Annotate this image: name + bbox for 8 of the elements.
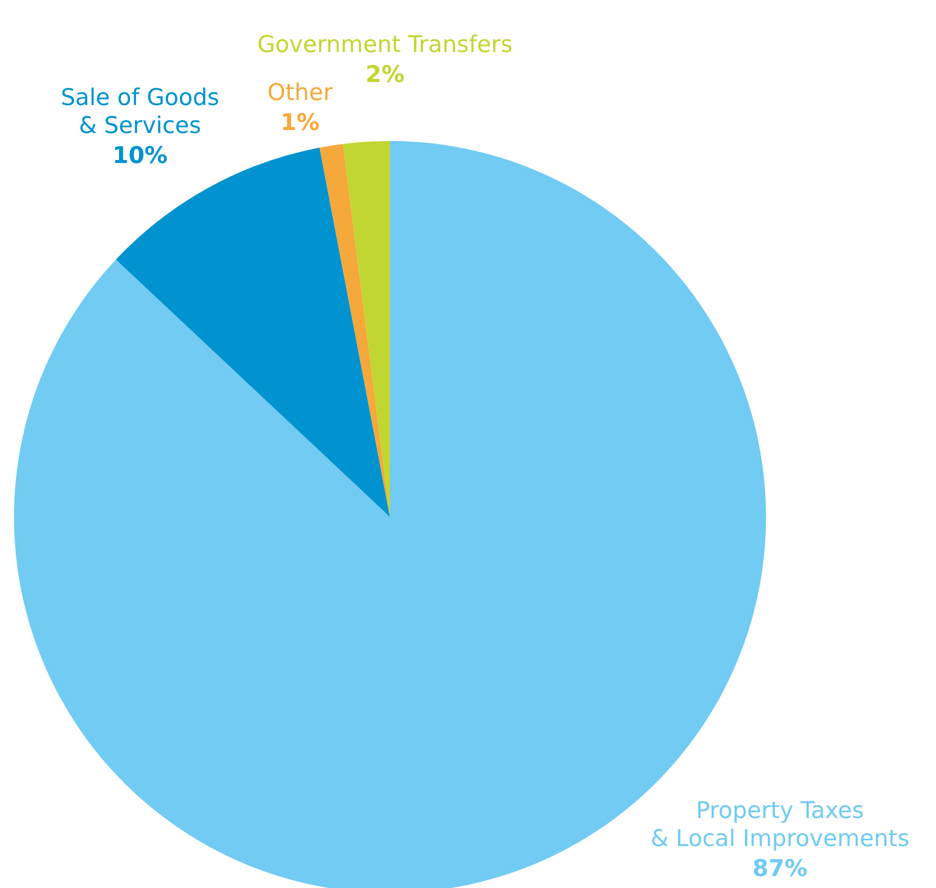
slice-label: Property Taxes & Local Improvements	[650, 798, 910, 852]
data-label: 10%	[112, 143, 168, 169]
data-label: 87%	[752, 856, 808, 882]
slice-label: Other	[267, 80, 334, 106]
slice-label: Government Transfers	[257, 32, 513, 58]
data-label: 1%	[280, 110, 320, 136]
data-label: 2%	[365, 62, 405, 88]
slice-label: Sale of Goods & Services	[60, 85, 220, 139]
